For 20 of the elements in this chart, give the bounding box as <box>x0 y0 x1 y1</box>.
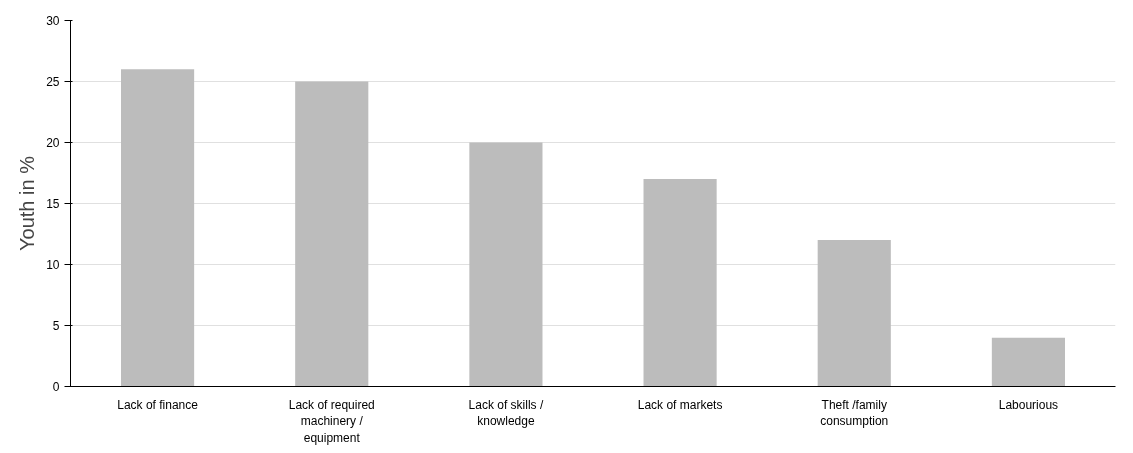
y-tick-label: 30 <box>46 14 60 28</box>
y-tick-label: 10 <box>46 258 60 272</box>
x-tick-label: Theft /family consumption <box>820 397 889 429</box>
bar <box>991 337 1065 387</box>
x-tick-label: Lack of required machinery / equipment <box>288 397 375 446</box>
y-tick-label: 25 <box>46 75 60 89</box>
x-tick-label: Lack of markets <box>637 397 723 412</box>
x-tick-label: Lack of skills / knowledge <box>468 397 544 429</box>
y-tick-label: 5 <box>52 319 60 333</box>
bar <box>643 179 717 387</box>
x-tick-label: Lack of finance <box>117 397 199 412</box>
bar <box>295 81 369 387</box>
bar <box>121 69 195 387</box>
y-tick-label: 0 <box>52 380 60 394</box>
bar <box>469 142 543 387</box>
x-tick-label: Labourious <box>998 397 1059 412</box>
y-tick-label: 15 <box>46 197 60 211</box>
y-tick-label: 20 <box>46 136 60 150</box>
y-axis-title: Youth in % <box>16 155 39 251</box>
bar <box>817 240 891 387</box>
